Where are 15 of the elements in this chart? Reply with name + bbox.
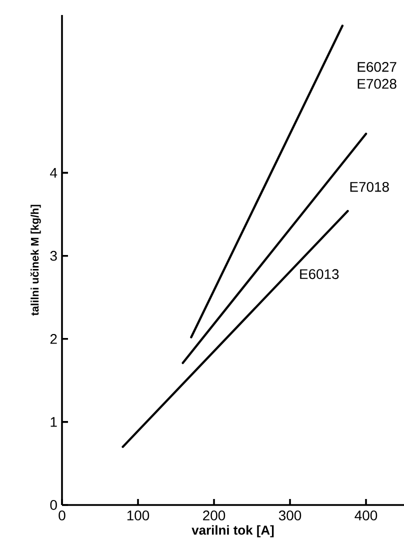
y-tick-label: 4 <box>50 168 58 178</box>
x-axis-title: varilni tok [A] <box>192 525 274 538</box>
y-axis-title: talilni učinek M [kg/h] <box>30 204 41 316</box>
y-tick-label: 2 <box>50 334 57 344</box>
x-tick-label: 200 <box>203 510 226 520</box>
y-tick-label: 0 <box>50 500 57 510</box>
y-tick-label: 1 <box>50 417 57 427</box>
y-tick-label: 3 <box>50 250 57 261</box>
text: E6027 E7028 <box>358 62 396 89</box>
series-label: E6013 <box>300 269 339 280</box>
x-tick-label: 100 <box>127 510 150 520</box>
x-tick-label: 400 <box>354 510 378 520</box>
series-label: E7018 <box>350 182 389 192</box>
x-tick-label: 0 <box>58 510 66 520</box>
x-tick-label: 300 <box>278 510 302 520</box>
